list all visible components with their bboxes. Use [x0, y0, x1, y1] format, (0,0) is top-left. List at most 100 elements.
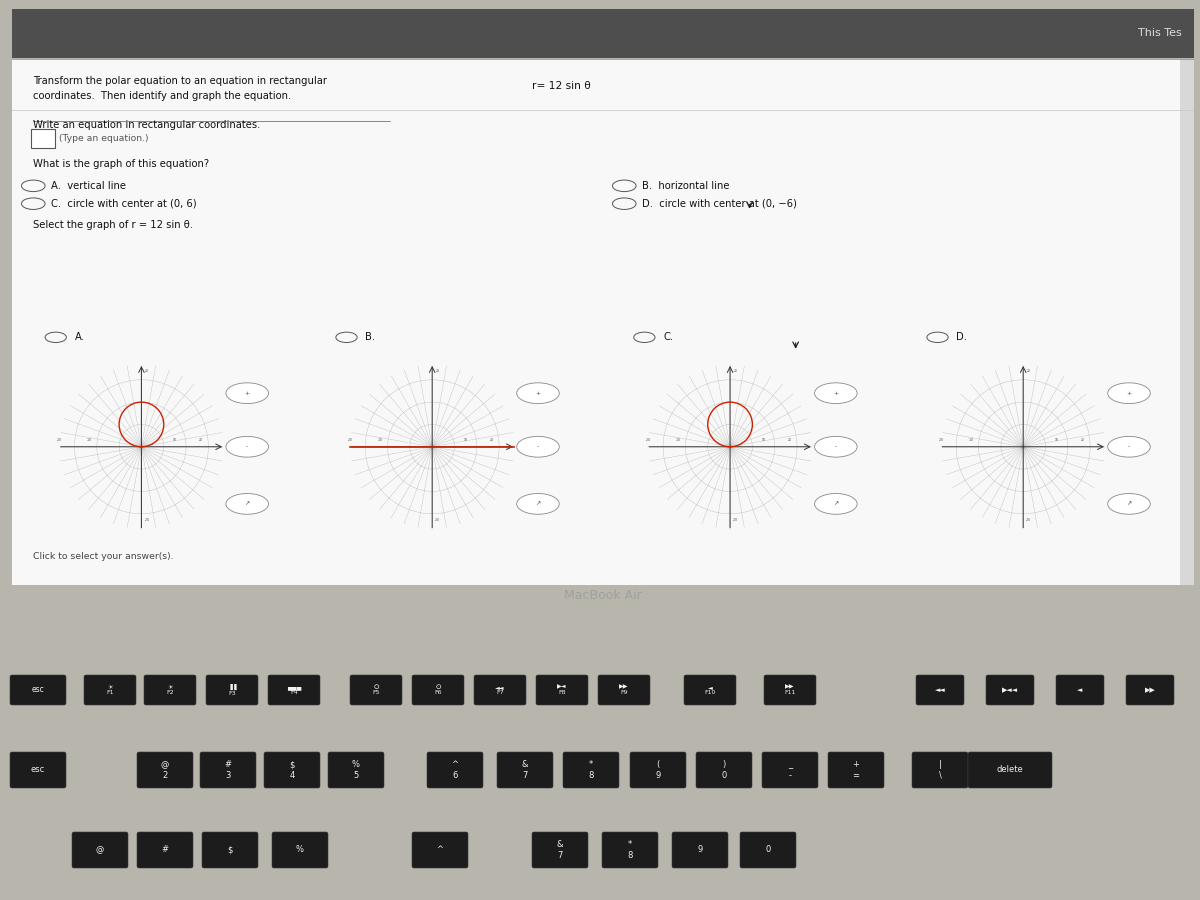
Text: ▶▶
F11: ▶▶ F11 — [785, 685, 796, 696]
Text: @: @ — [96, 845, 104, 854]
Text: MacBook Air: MacBook Air — [564, 589, 642, 601]
FancyBboxPatch shape — [672, 832, 728, 868]
FancyBboxPatch shape — [762, 752, 818, 788]
Text: ☀
F2: ☀ F2 — [166, 685, 174, 696]
Text: -: - — [1128, 445, 1130, 449]
Text: ↗: ↗ — [535, 501, 541, 507]
FancyBboxPatch shape — [427, 752, 482, 788]
Circle shape — [815, 436, 857, 457]
Circle shape — [226, 493, 269, 514]
Text: 9: 9 — [697, 845, 703, 854]
Text: esc: esc — [31, 766, 46, 775]
Text: %: % — [296, 845, 304, 854]
FancyBboxPatch shape — [696, 752, 752, 788]
FancyBboxPatch shape — [84, 675, 136, 705]
FancyBboxPatch shape — [10, 752, 66, 788]
FancyBboxPatch shape — [206, 675, 258, 705]
FancyBboxPatch shape — [137, 832, 193, 868]
FancyBboxPatch shape — [328, 752, 384, 788]
Circle shape — [517, 436, 559, 457]
Text: +: + — [245, 391, 250, 396]
FancyBboxPatch shape — [412, 832, 468, 868]
Text: delete: delete — [997, 766, 1024, 775]
Text: B.  horizontal line: B. horizontal line — [642, 181, 730, 191]
Text: Select the graph of r = 12 sin θ.: Select the graph of r = 12 sin θ. — [34, 220, 193, 230]
Circle shape — [1108, 493, 1151, 514]
Text: B.: B. — [366, 332, 376, 342]
Text: ▐▐
F3: ▐▐ F3 — [227, 684, 236, 696]
FancyBboxPatch shape — [912, 752, 968, 788]
Circle shape — [226, 382, 269, 403]
Text: #: # — [162, 845, 168, 854]
FancyBboxPatch shape — [1126, 675, 1174, 705]
Text: D.: D. — [956, 332, 967, 342]
FancyBboxPatch shape — [563, 752, 619, 788]
Text: ^
6: ^ 6 — [451, 760, 458, 779]
Text: ▶◄◄: ▶◄◄ — [1002, 687, 1018, 693]
Text: coordinates.  Then identify and graph the equation.: coordinates. Then identify and graph the… — [34, 91, 292, 101]
Text: esc: esc — [31, 686, 44, 695]
FancyBboxPatch shape — [828, 752, 884, 788]
Text: ◄◄: ◄◄ — [935, 687, 946, 693]
FancyBboxPatch shape — [72, 832, 128, 868]
Text: (Type an equation.): (Type an equation.) — [59, 134, 149, 143]
Text: &
7: & 7 — [522, 760, 528, 779]
FancyBboxPatch shape — [264, 752, 320, 788]
Circle shape — [517, 493, 559, 514]
Text: #
3: # 3 — [224, 760, 232, 779]
FancyBboxPatch shape — [1056, 675, 1104, 705]
Text: +: + — [1127, 391, 1132, 396]
FancyBboxPatch shape — [986, 675, 1034, 705]
FancyBboxPatch shape — [916, 675, 964, 705]
FancyBboxPatch shape — [350, 675, 402, 705]
FancyBboxPatch shape — [412, 675, 464, 705]
FancyBboxPatch shape — [144, 675, 196, 705]
FancyBboxPatch shape — [630, 752, 686, 788]
Text: C.: C. — [664, 332, 673, 342]
Text: 0: 0 — [766, 845, 770, 854]
FancyBboxPatch shape — [10, 675, 66, 705]
FancyBboxPatch shape — [497, 752, 553, 788]
Text: Click to select your answer(s).: Click to select your answer(s). — [34, 552, 174, 561]
FancyBboxPatch shape — [12, 59, 1194, 585]
Text: ⵔ
F5: ⵔ F5 — [372, 685, 379, 696]
Circle shape — [815, 493, 857, 514]
Text: ↗: ↗ — [1127, 501, 1132, 507]
Circle shape — [517, 382, 559, 403]
Text: r= 12 sin θ: r= 12 sin θ — [532, 81, 590, 91]
Text: This Tes: This Tes — [1139, 28, 1182, 38]
Text: ↗: ↗ — [833, 501, 839, 507]
Circle shape — [226, 436, 269, 457]
Text: Write an equation in rectangular coordinates.: Write an equation in rectangular coordin… — [34, 120, 260, 130]
FancyBboxPatch shape — [137, 752, 193, 788]
FancyBboxPatch shape — [202, 832, 258, 868]
Text: Transform the polar equation to an equation in rectangular: Transform the polar equation to an equat… — [34, 76, 328, 86]
Text: $: $ — [227, 845, 233, 854]
Text: +: + — [833, 391, 839, 396]
Text: A.: A. — [74, 332, 85, 342]
FancyBboxPatch shape — [764, 675, 816, 705]
Text: ◄: ◄ — [1078, 687, 1082, 693]
FancyBboxPatch shape — [200, 752, 256, 788]
Text: What is the graph of this equation?: What is the graph of this equation? — [34, 158, 210, 169]
FancyBboxPatch shape — [31, 129, 54, 148]
Text: ↗: ↗ — [245, 501, 250, 507]
Circle shape — [815, 382, 857, 403]
FancyBboxPatch shape — [740, 832, 796, 868]
Text: -: - — [246, 445, 248, 449]
FancyBboxPatch shape — [532, 832, 588, 868]
Text: ▶▶
F9: ▶▶ F9 — [619, 685, 629, 696]
Text: ▶◄
F8: ▶◄ F8 — [557, 685, 566, 696]
Text: ▶▶: ▶▶ — [1145, 687, 1156, 693]
FancyBboxPatch shape — [268, 675, 320, 705]
Circle shape — [1108, 382, 1151, 403]
Text: @
2: @ 2 — [161, 760, 169, 779]
FancyBboxPatch shape — [474, 675, 526, 705]
FancyBboxPatch shape — [968, 752, 1052, 788]
Text: A.  vertical line: A. vertical line — [52, 181, 126, 191]
Text: *
8: * 8 — [588, 760, 594, 779]
Text: C.  circle with center at (0, 6): C. circle with center at (0, 6) — [52, 199, 197, 209]
Text: +
=: + = — [852, 760, 859, 779]
Text: %
5: % 5 — [352, 760, 360, 779]
Text: *
8: * 8 — [628, 841, 632, 859]
